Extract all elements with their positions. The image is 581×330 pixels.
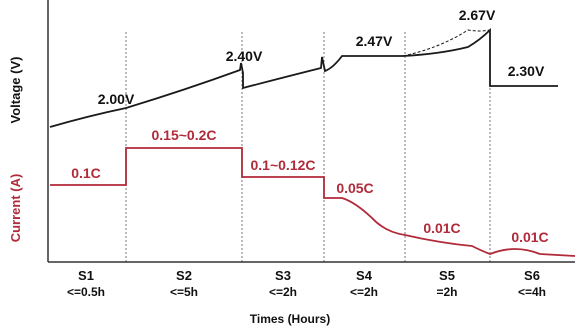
stage-duration: <=5h — [170, 285, 198, 299]
stage-duration: <=2h — [350, 285, 378, 299]
stage-name: S4 — [356, 268, 373, 283]
stage-duration: <=0.5h — [67, 285, 105, 299]
stage-duration: <=2h — [269, 285, 297, 299]
voltage-label: 2.30V — [508, 63, 545, 79]
voltage-label: 2.47V — [356, 33, 393, 49]
stage-name: S1 — [78, 268, 94, 283]
stage-duration: <=4h — [518, 285, 546, 299]
current-label: 0.15~0.2C — [152, 127, 217, 143]
voltage-series-line — [49, 27, 558, 128]
stage-duration: =2h — [436, 285, 457, 299]
voltage-label: 2.00V — [98, 91, 135, 107]
stage-name: S6 — [524, 268, 540, 283]
voltage-overcharge-dashed-line — [402, 29, 491, 57]
current-label: 0.1C — [71, 165, 101, 181]
voltage-label: 2.67V — [459, 7, 496, 23]
current-series-line — [50, 147, 576, 257]
y-axis-label-current: Current (A) — [8, 174, 23, 243]
stage-name: S3 — [275, 268, 291, 283]
current-label: 0.01C — [511, 229, 548, 245]
stage-name: S5 — [439, 268, 455, 283]
x-axis-label: Times (Hours) — [250, 312, 330, 326]
current-label: 0.01C — [423, 220, 460, 236]
stage-name: S2 — [176, 268, 192, 283]
current-label: 0.1~0.12C — [251, 157, 316, 173]
voltage-label: 2.40V — [226, 48, 263, 64]
y-axis-label-voltage: Voltage (V) — [8, 57, 23, 124]
current-label: 0.05C — [336, 180, 373, 196]
